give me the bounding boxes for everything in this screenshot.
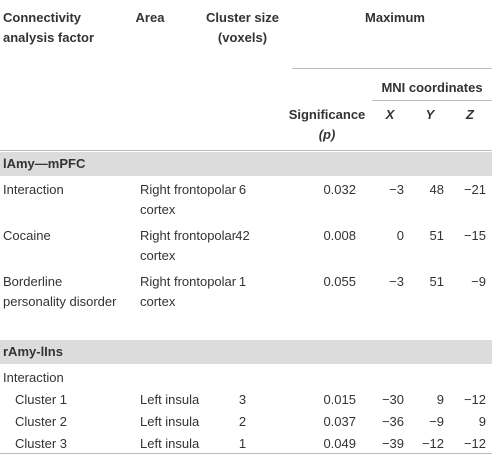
rule	[292, 68, 492, 69]
row-label: Cluster 1	[15, 392, 68, 407]
header-mni: MNI coordinates	[381, 80, 483, 95]
cell: −21	[463, 182, 486, 197]
section-title: rAmy-lIns	[3, 344, 63, 359]
cell: −12	[421, 436, 444, 451]
cell: 1	[238, 274, 247, 289]
cell: Left insula	[140, 392, 200, 407]
cell: 0.055	[323, 274, 356, 289]
header-maximum: Maximum	[365, 10, 425, 25]
row-label: Cluster 3	[15, 436, 68, 451]
cell: 51	[429, 274, 444, 289]
section-band	[0, 340, 492, 364]
rule	[372, 100, 492, 101]
cell: 9	[478, 414, 486, 429]
cell: 0.037	[323, 414, 356, 429]
row-label: Borderline personality disorder	[3, 274, 117, 309]
cell: −39	[381, 436, 404, 451]
header-significance: Significance	[288, 107, 366, 122]
cell: 42	[235, 228, 250, 243]
header-z: Z	[466, 107, 474, 122]
row-label: Interaction	[3, 182, 64, 197]
cell: 0.049	[323, 436, 356, 451]
header-x: X	[385, 107, 395, 122]
row-label: Interaction	[3, 370, 64, 385]
header-area: Area	[135, 10, 165, 25]
section-title: lAmy—mPFC	[3, 156, 86, 171]
cell: 0.032	[323, 182, 356, 197]
cell: −12	[463, 436, 486, 451]
cell: 0.008	[323, 228, 356, 243]
cell: 1	[238, 436, 247, 451]
cell: −36	[381, 414, 404, 429]
cell: Left insula	[140, 436, 200, 451]
cell: −3	[389, 274, 404, 289]
header-significance-unit: (p)	[318, 127, 336, 142]
cell: −9	[429, 414, 444, 429]
cell: −9	[471, 274, 486, 289]
cell: Right frontopolar cortex	[140, 182, 237, 217]
cell: 48	[429, 182, 444, 197]
rule	[0, 150, 492, 151]
cell: 3	[238, 392, 247, 407]
cell: 0.015	[323, 392, 356, 407]
cell: 6	[238, 182, 247, 197]
cell: −15	[463, 228, 486, 243]
section-band	[0, 152, 492, 176]
header-cluster-size: Cluster size (voxels)	[206, 10, 279, 45]
row-label: Cluster 2	[15, 414, 68, 429]
row-label: Cocaine	[3, 228, 51, 243]
cell: Right frontopolar cortex	[140, 228, 237, 263]
cell: Left insula	[140, 414, 200, 429]
cell: 51	[429, 228, 444, 243]
header-factor: Connectivity analysis factor	[3, 10, 95, 45]
cell: Right frontopolar cortex	[140, 274, 237, 309]
cell: 0	[396, 228, 404, 243]
cell: −30	[381, 392, 404, 407]
cell: −12	[463, 392, 486, 407]
header-y: Y	[425, 107, 435, 122]
cell: 9	[436, 392, 444, 407]
rule	[0, 453, 492, 454]
cell: −3	[389, 182, 404, 197]
cell: 2	[238, 414, 247, 429]
